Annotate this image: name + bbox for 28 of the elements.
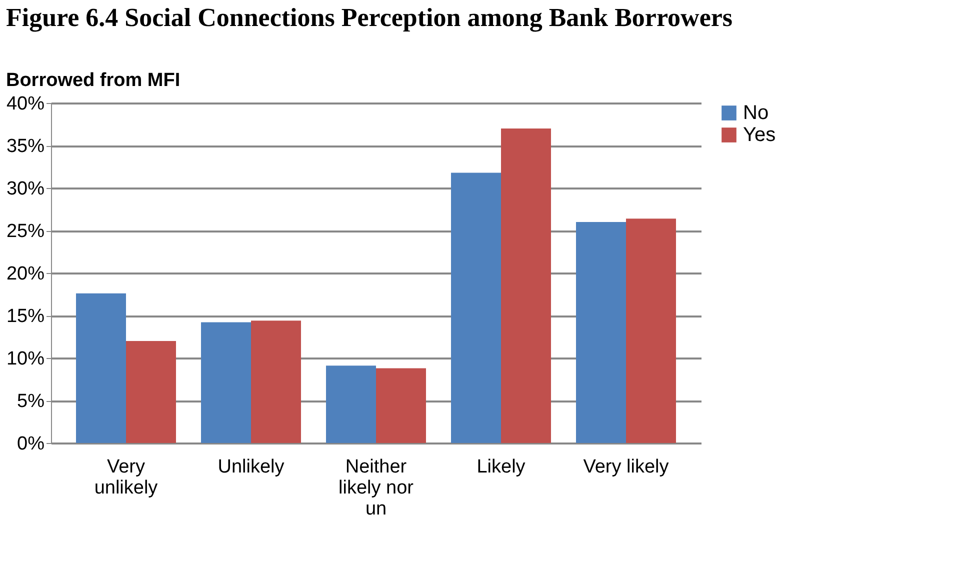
bar: [376, 368, 426, 443]
y-tick-label: 25%: [6, 221, 45, 242]
legend-label: Yes: [743, 124, 776, 146]
bar: [251, 320, 301, 443]
bar: [76, 293, 126, 443]
x-tick-label: Neither likely nor un: [338, 456, 414, 520]
legend-label: No: [743, 102, 769, 124]
chart-subtitle: Borrowed from MFI: [6, 70, 180, 91]
bar: [326, 366, 376, 443]
x-tick-label: Unlikely: [218, 456, 285, 478]
y-tick-label: 0%: [17, 434, 45, 454]
y-tick-label: 5%: [17, 391, 45, 412]
y-tick-label: 40%: [6, 94, 45, 114]
bar: [626, 218, 676, 443]
bar: [451, 172, 501, 443]
y-tick-label: 20%: [6, 264, 45, 284]
bar: [576, 222, 626, 443]
y-tick-label: 30%: [6, 178, 45, 200]
x-tick-label: Very likely: [583, 456, 670, 478]
bar: [201, 322, 251, 443]
y-tick-label: 35%: [6, 136, 45, 157]
x-tick-label: Very unlikely: [94, 456, 158, 498]
x-tick-label: Likely: [476, 456, 526, 478]
y-tick-label: 15%: [6, 306, 45, 327]
bar: [126, 341, 176, 443]
chart-title: Figure 6.4 Social Connections Perception among Bank Borrowers: [6, 3, 733, 32]
bar: [501, 128, 551, 443]
y-tick-label: 10%: [6, 348, 45, 370]
